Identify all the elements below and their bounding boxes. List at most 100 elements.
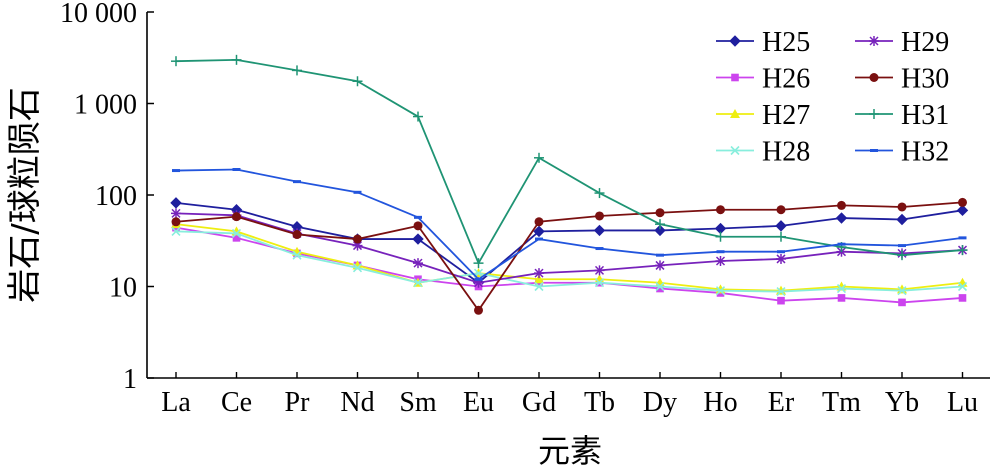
legend-label-h25: H25 — [762, 27, 810, 58]
x-tick-label: Yb — [885, 387, 919, 418]
legend-item-h27: H27 — [716, 100, 810, 131]
legend-marker-h29 — [869, 36, 879, 46]
legend: H25 H26 H27 H28 H29 H30 H31 H32 — [716, 27, 949, 168]
legend-label-h28: H28 — [762, 137, 810, 168]
data-point-h30 — [353, 234, 362, 244]
data-point-h28-stroke — [413, 278, 423, 288]
data-point-h29 — [776, 253, 786, 264]
legend-marker-h28-stroke — [730, 145, 740, 156]
x-tick-label: Nd — [340, 387, 374, 418]
data-point-h28-stroke — [352, 263, 363, 273]
data-point-h28 — [897, 286, 907, 296]
data-point-h25 — [412, 233, 424, 245]
data-point-h28-stroke — [897, 286, 907, 296]
data-point-h30 — [474, 305, 483, 315]
data-point-h31 — [352, 76, 363, 87]
data-point-h31 — [292, 65, 302, 76]
data-point-h26 — [958, 294, 967, 302]
legend-item-h30: H30 — [855, 64, 949, 95]
x-tick-label: Tb — [584, 387, 615, 418]
series-h28 — [171, 226, 968, 297]
legend-label-h31: H31 — [901, 100, 949, 131]
data-point-h30 — [716, 205, 725, 215]
legend-marker-h30 — [869, 73, 879, 82]
x-tick-label: Tm — [822, 387, 861, 418]
x-tick-label: Eu — [463, 387, 494, 418]
data-point-h28 — [292, 250, 302, 260]
y-tick-label: 100 — [95, 181, 137, 212]
series-line-h32 — [175, 168, 963, 281]
y-tick-label: 1 — [123, 364, 137, 395]
data-point-h29 — [594, 265, 605, 276]
data-point-h29 — [534, 268, 544, 279]
x-tick-label: Ho — [703, 387, 737, 418]
data-point-h28-stroke — [776, 287, 786, 297]
data-point-h28-stroke — [171, 226, 181, 236]
data-point-h30 — [292, 230, 302, 240]
data-point-h31 — [413, 111, 423, 122]
data-point-h30 — [776, 205, 786, 215]
data-point-h28-stroke — [655, 281, 665, 292]
series-line-h25 — [175, 201, 963, 284]
data-point-h30 — [897, 202, 907, 212]
data-point-h31 — [957, 245, 968, 256]
data-point-h28-stroke — [957, 281, 968, 292]
x-tick-label: Ce — [221, 387, 252, 418]
data-point-h25 — [170, 197, 182, 209]
data-point-h26 — [656, 284, 664, 293]
legend-item-h28: H28 — [716, 137, 810, 168]
data-point-h30 — [595, 211, 604, 221]
x-tick-label: La — [161, 387, 191, 418]
legend-label-h32: H32 — [901, 137, 949, 168]
data-point-h28-stroke — [715, 286, 726, 296]
y-axis-label: 岩石/球粒陨石 — [5, 87, 45, 302]
data-point-h25 — [775, 220, 787, 232]
data-point-h25 — [896, 213, 908, 226]
legend-label-h26: H26 — [762, 64, 810, 95]
y-tick-label: 10 — [109, 273, 137, 304]
data-point-h31 — [897, 250, 907, 261]
legend-marker-h27 — [730, 109, 740, 118]
x-tick-label: Er — [768, 387, 795, 418]
data-point-h28-stroke — [292, 250, 302, 260]
series-h32 — [172, 167, 967, 281]
legend-label-h29: H29 — [901, 27, 949, 58]
data-point-h31 — [171, 56, 181, 67]
data-point-h28-stroke — [534, 281, 544, 292]
legend-item-h31: H31 — [855, 100, 949, 131]
data-point-h29 — [413, 258, 423, 269]
data-point-h27 — [534, 274, 544, 284]
data-point-h28 — [171, 226, 181, 236]
data-point-h25 — [593, 224, 606, 237]
series-h31 — [171, 54, 968, 269]
series-line-h26 — [175, 226, 963, 304]
y-tick-label: 1 000 — [74, 90, 137, 121]
data-point-h30 — [837, 200, 846, 210]
legend-marker-h28 — [730, 145, 740, 156]
data-point-h28 — [957, 281, 968, 292]
data-point-h29 — [171, 208, 181, 219]
data-point-h31 — [473, 258, 484, 269]
y-tick-label: 10 000 — [60, 0, 137, 29]
data-point-h26 — [777, 296, 785, 305]
data-point-h25 — [533, 225, 545, 238]
data-point-h26 — [898, 298, 906, 307]
data-point-h28 — [594, 278, 605, 288]
data-point-h28 — [352, 263, 363, 273]
x-axis-label: 元素 — [538, 432, 602, 470]
data-point-h28 — [413, 278, 423, 288]
data-point-h31 — [715, 231, 726, 242]
data-point-h31 — [776, 231, 786, 242]
data-point-h29 — [715, 255, 726, 266]
data-point-h28 — [231, 228, 242, 239]
series-layer — [170, 54, 969, 315]
data-point-h25 — [835, 212, 848, 224]
data-point-h28 — [715, 286, 726, 296]
legend-marker-h25 — [729, 35, 741, 47]
data-point-h29 — [655, 260, 665, 271]
legend-label-h27: H27 — [762, 100, 810, 131]
series-line-h30 — [175, 201, 963, 312]
data-point-h31 — [231, 54, 242, 65]
data-point-h28 — [534, 281, 544, 292]
legend-item-h32: H32 — [855, 137, 949, 168]
